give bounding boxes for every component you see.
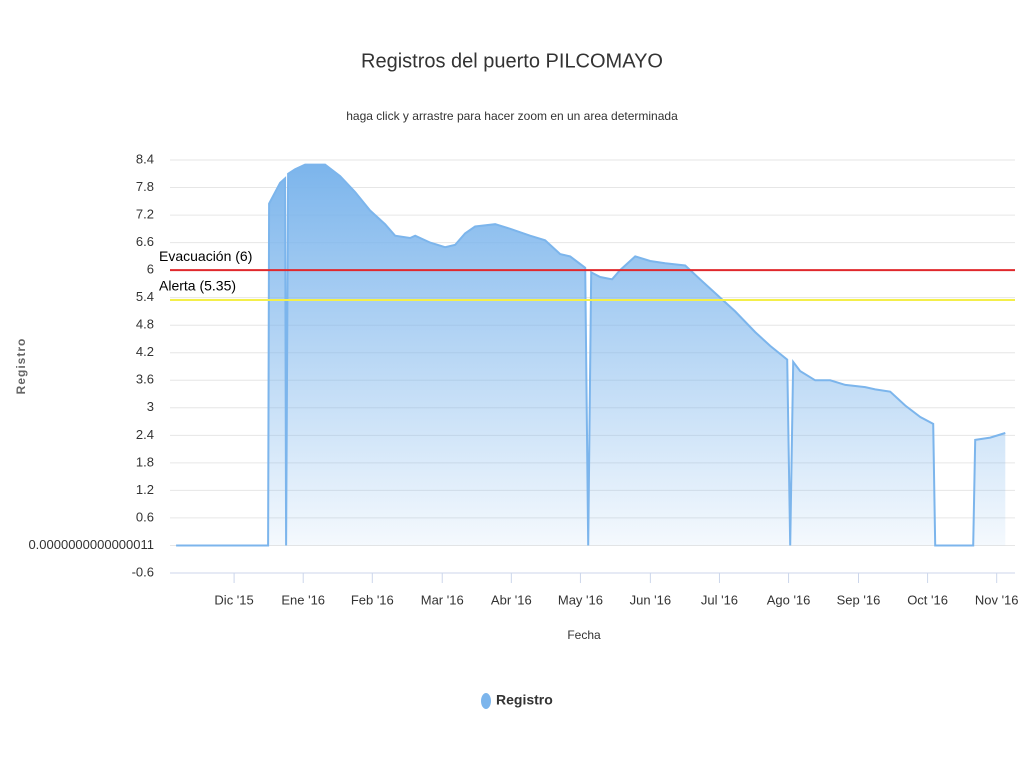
legend-label: Registro <box>496 692 553 708</box>
x-axis-title: Fecha <box>567 628 601 642</box>
y-tick-label: 3.6 <box>136 372 154 387</box>
y-tick-label: 0.6 <box>136 509 154 524</box>
y-tick-label: 5.4 <box>136 289 154 304</box>
x-tick-label: Sep '16 <box>837 592 881 607</box>
x-tick-label: Feb '16 <box>351 592 394 607</box>
x-tick-label: Jul '16 <box>701 592 738 607</box>
y-tick-label: -0.6 <box>132 564 154 579</box>
y-tick-label: 7.2 <box>136 207 154 222</box>
x-tick-label: Nov '16 <box>975 592 1019 607</box>
x-tick-label: May '16 <box>558 592 603 607</box>
y-tick-label: 1.8 <box>136 454 154 469</box>
chart-title: Registros del puerto PILCOMAYO <box>361 50 663 72</box>
x-tick-label: Mar '16 <box>421 592 464 607</box>
plot-line-label: Evacuación (6) <box>159 248 252 264</box>
y-tick-label: 6 <box>147 262 154 277</box>
y-axis-title: Registro <box>14 338 28 395</box>
legend-marker <box>481 693 491 709</box>
x-tick-label: Oct '16 <box>907 592 948 607</box>
y-tick-label: 4.8 <box>136 317 154 332</box>
x-tick-label: Ene '16 <box>281 592 325 607</box>
y-tick-label: 6.6 <box>136 234 154 249</box>
y-tick-label: 4.2 <box>136 344 154 359</box>
y-tick-label: 2.4 <box>136 427 154 442</box>
x-tick-label: Jun '16 <box>630 592 672 607</box>
y-tick-label: 7.8 <box>136 179 154 194</box>
chart-subtitle: haga click y arrastre para hacer zoom en… <box>346 109 678 123</box>
y-tick-label: 3 <box>147 399 154 414</box>
x-tick-label: Ago '16 <box>767 592 811 607</box>
x-tick-label: Dic '15 <box>214 592 253 607</box>
y-tick-label: 0.0000000000000011 <box>28 537 154 552</box>
area-line <box>176 163 1006 547</box>
x-tick-label: Abr '16 <box>491 592 532 607</box>
plot-line-label: Alerta (5.35) <box>159 278 236 294</box>
y-tick-label: 1.2 <box>136 482 154 497</box>
y-tick-label: 8.4 <box>136 151 154 166</box>
